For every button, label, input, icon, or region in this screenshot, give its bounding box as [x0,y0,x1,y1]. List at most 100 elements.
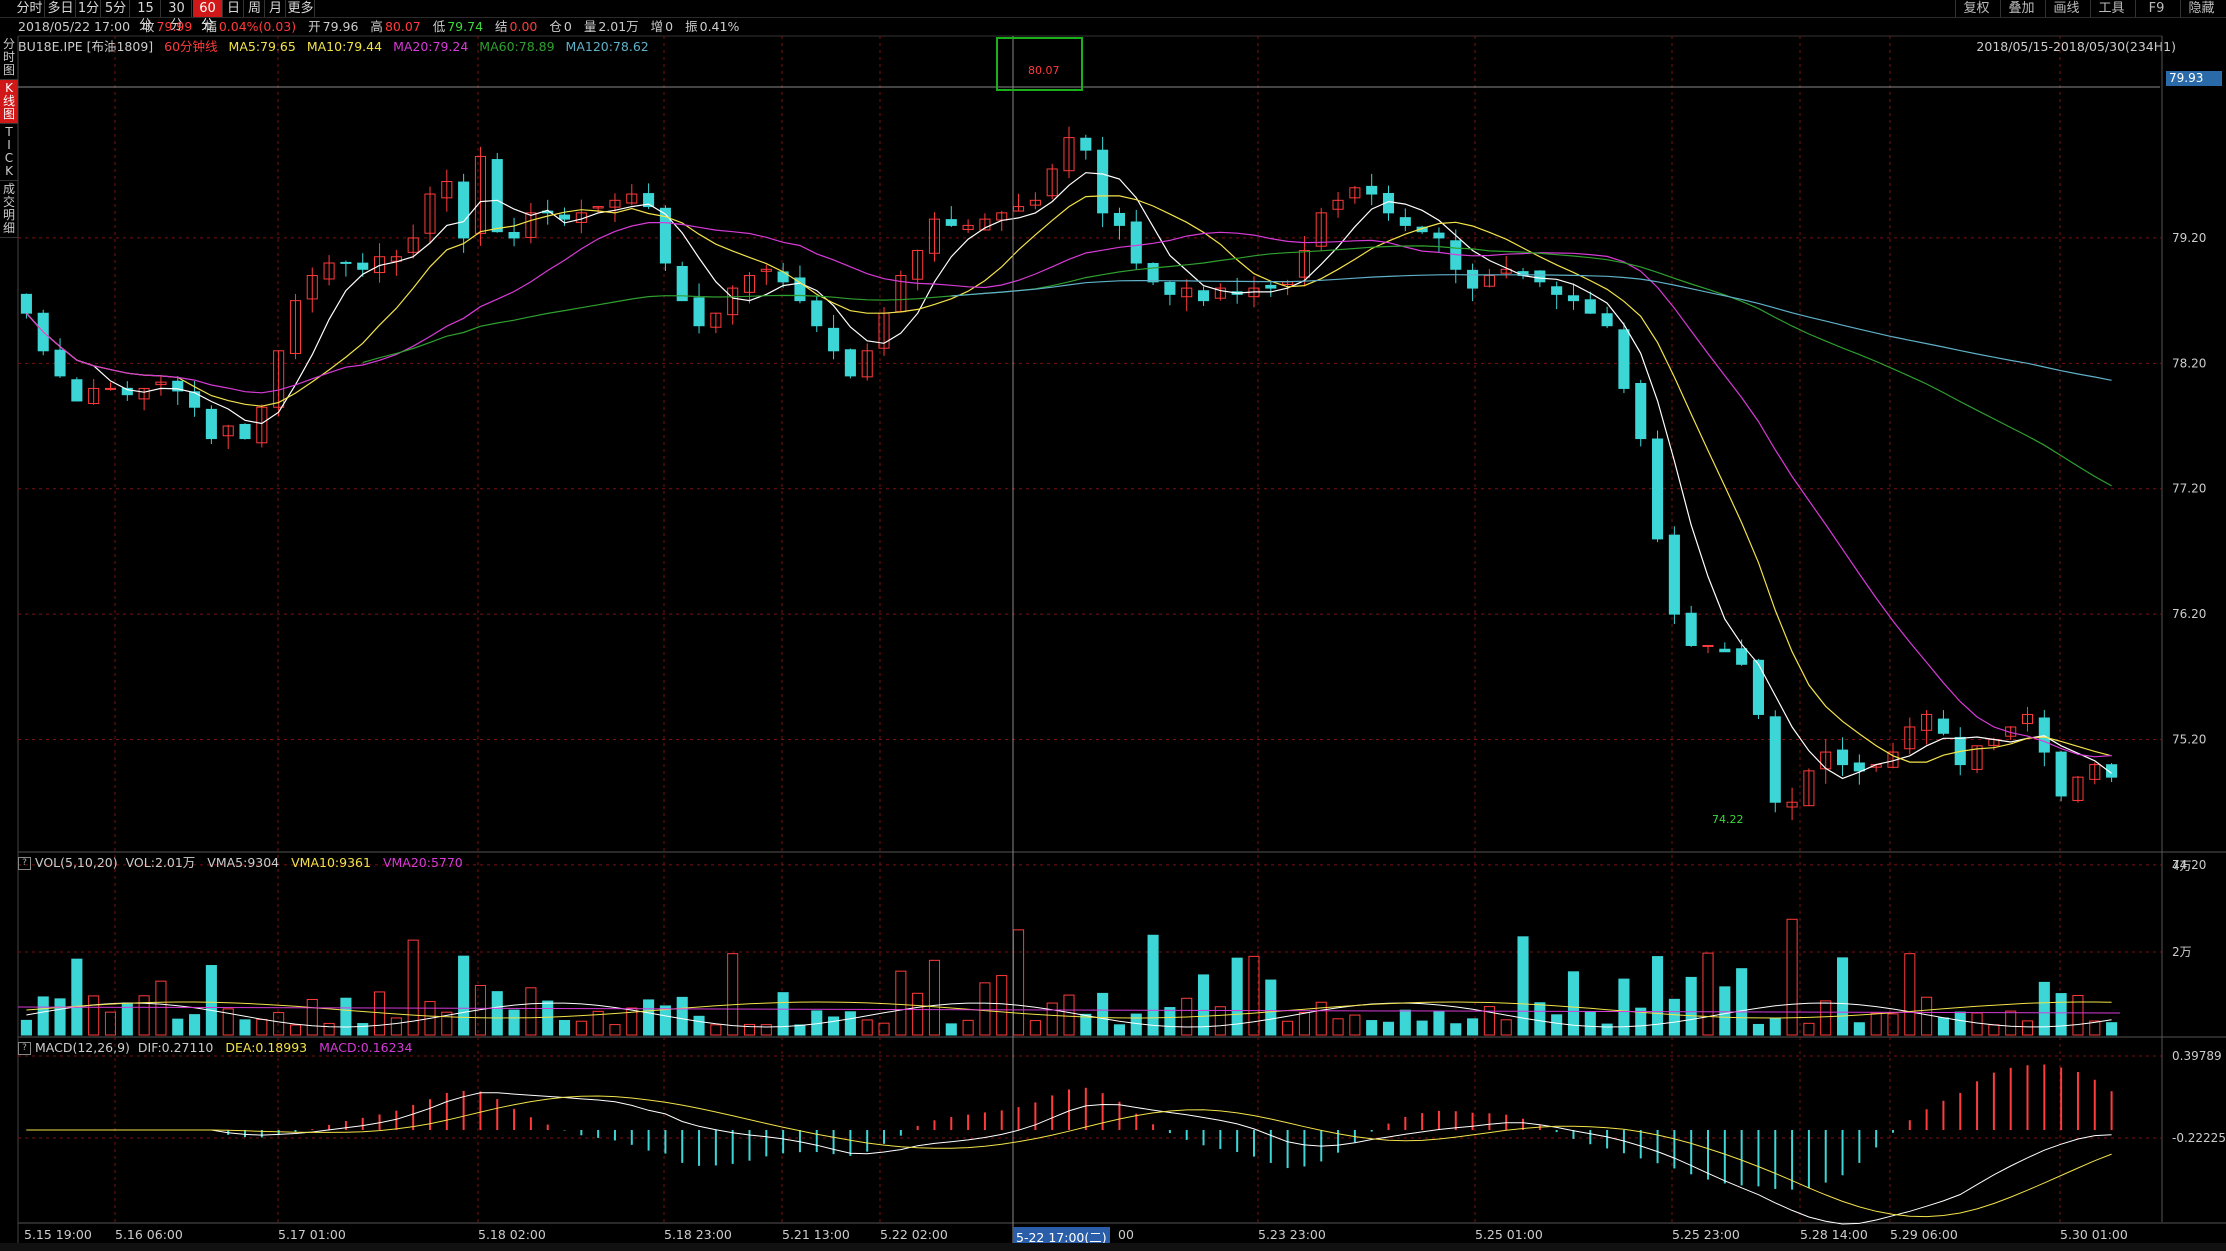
toolbar-right-4[interactable]: F9 [2135,0,2177,17]
volume-bar [878,1022,890,1036]
volume-bar [390,1017,402,1036]
info-amp: 0.41% [699,19,740,34]
volume-bar [1013,929,1025,1036]
ma60-line [362,245,2112,487]
vma5: VMA5:9304 [207,855,280,870]
volume-bar [20,1019,32,1036]
volume-bar [1147,934,1159,1036]
toolbar-right-5[interactable]: 隐藏 [2180,0,2222,17]
candle-body [558,214,571,220]
side-nav-item-0[interactable]: 分时图 [0,36,18,80]
volume-bar [1315,1001,1327,1036]
toolbar-right-3[interactable]: 工具 [2090,0,2132,17]
volume-bar [676,996,688,1036]
volume-bar [1786,918,1798,1036]
period-tab-6[interactable]: 60分 [193,0,223,33]
volume-bar [1836,957,1849,1036]
candle-body [659,207,671,264]
volume-bar [458,955,470,1036]
volume-bar [895,970,907,1036]
volume-bar [1113,1024,1125,1036]
quote-info-bar: 2018/05/22 17:00 收 79.99 幅 0.04%(0.03) 开 79… [18,18,1518,36]
period-tab-4[interactable]: 15分 [131,0,161,33]
period-tab-3[interactable]: 5分 [102,0,130,17]
volume-bar [1483,1006,1495,1036]
candle-body [1786,801,1798,808]
candle-body [222,425,234,437]
candle-body [289,300,302,354]
candle-body [239,423,251,440]
vol-axis-label: 4万 [2172,859,2192,873]
period-tab-0[interactable]: 分时 [15,0,45,17]
toolbar-right-0[interactable]: 复权 [1955,0,1997,17]
time-label: 5.16 06:00 [115,1227,183,1242]
volume-bar [172,1018,184,1036]
volume-bar [1803,1022,1815,1036]
candle-body [1752,659,1765,715]
candle-body [912,249,924,280]
candle-body [138,387,150,400]
volume-bar [1584,1011,1596,1036]
volume-bar [508,1009,520,1036]
indicator-tabs[interactable] [0,1243,2226,1251]
candle-body [945,219,957,226]
volume-bar [138,995,150,1036]
time-label-suffix: 00 [1118,1227,1134,1242]
volume-bar [1248,955,1260,1036]
volume-bar [1870,1012,1882,1036]
period-tab-9[interactable]: 月 [266,0,286,17]
candle-body [760,268,772,272]
macd-value: MACD:0.16234 [319,1040,413,1055]
price-tick-label: 76.20 [2172,607,2206,621]
candle-body [1214,287,1226,299]
time-label: 5.17 01:00 [278,1227,346,1242]
volume-legend: ? VOL(5,10,20) VOL:2.01万 VMA5:9304 VMA10:… [18,855,463,870]
period-tab-2[interactable]: 1分 [77,0,101,17]
volume-bar [777,992,789,1036]
volume-bar [912,992,924,1036]
candle-body [1080,137,1092,151]
candle-body [710,312,722,328]
time-label: 5.15 19:00 [24,1227,92,1242]
info-close-label: 收 [142,19,155,34]
candle-body [1181,287,1193,298]
period-tab-10[interactable]: 更多 [287,0,315,17]
toolbar-right-2[interactable]: 画线 [2045,0,2087,17]
volume-bar [155,980,167,1036]
volume-bar [1567,971,1580,1036]
volume-bar [928,959,941,1036]
candle-body [844,349,856,377]
period-tab-8[interactable]: 周 [245,0,265,17]
side-nav-item-3[interactable]: 成交明细 [0,181,18,238]
candle-body [1904,726,1916,750]
dif-line [26,1092,2112,1225]
candle-body [693,297,705,327]
volume-bar [1433,1011,1445,1036]
volume-bar [1685,976,1697,1036]
candle-body [743,275,756,293]
candle-body [2005,726,2017,737]
macd-axis-label: -0.22225 [2172,1131,2226,1145]
candle-body [1265,284,1277,289]
candle-body [1382,193,1395,214]
legend-symbol[interactable]: BU18E.IPE [布油1809] [18,39,154,54]
help-icon[interactable]: ? [18,1042,31,1055]
candle-body [407,237,419,253]
toolbar-right-1[interactable]: 叠加 [2000,0,2042,17]
period-tab-5[interactable]: 30分 [162,0,192,33]
help-icon[interactable]: ? [18,857,31,870]
volume-bar [760,1024,772,1036]
volume-bar [1601,1023,1613,1036]
candle-body [104,387,117,390]
candle-body [1937,718,1949,734]
candle-body [474,155,486,234]
info-oi-label: 仓 [549,19,562,34]
volume-bar [2005,1010,2017,1036]
period-tab-1[interactable]: 多日 [46,0,76,17]
volume-bar [1467,1018,1479,1036]
candle-body [256,406,268,444]
period-tab-7[interactable]: 日 [224,0,244,17]
